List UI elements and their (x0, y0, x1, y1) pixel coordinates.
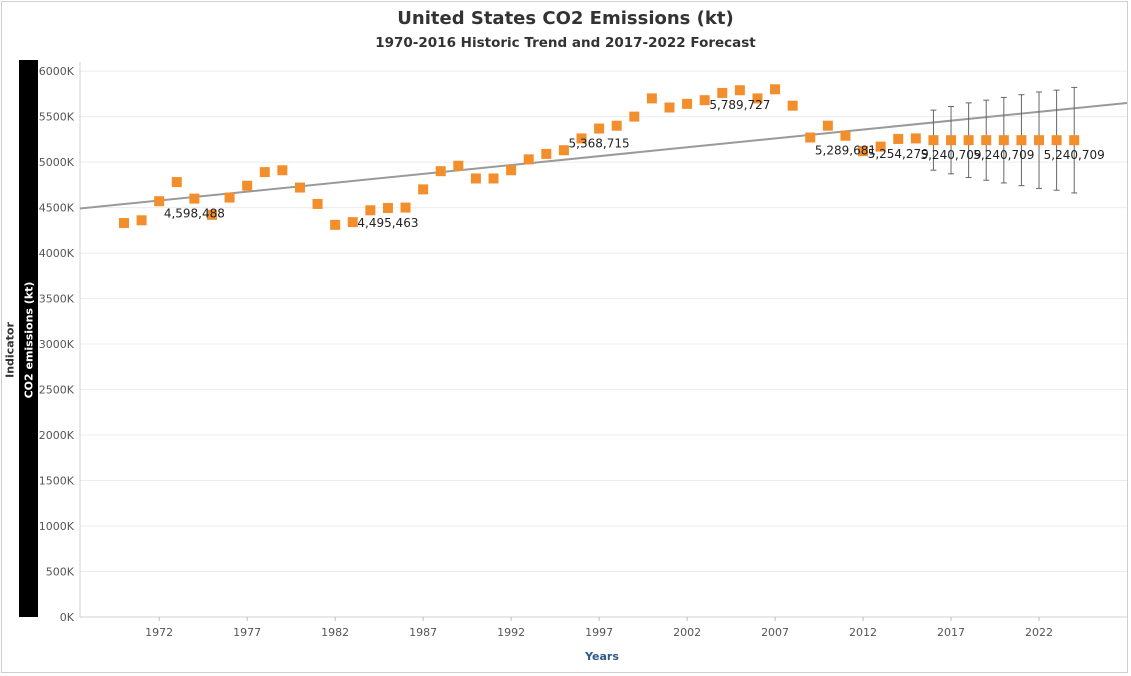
data-point (1034, 135, 1045, 146)
data-point (154, 196, 165, 207)
x-axis-title: Years (585, 650, 619, 663)
data-point (400, 202, 411, 213)
y-tick-label: 5500K (39, 111, 75, 124)
y-tick-label: 2000K (39, 429, 75, 442)
x-tick-label: 1972 (145, 626, 173, 639)
data-point (928, 135, 939, 146)
data-label: 5,289,681 (815, 144, 876, 158)
data-point (664, 102, 675, 113)
data-point (998, 135, 1009, 146)
data-point (734, 85, 745, 96)
data-point (541, 148, 552, 159)
y-tick-label: 2500K (39, 384, 75, 397)
x-tick-label: 2022 (1025, 626, 1053, 639)
x-tick-label: 2007 (761, 626, 789, 639)
data-point (787, 100, 798, 111)
data-point (594, 123, 605, 134)
data-point (294, 182, 305, 193)
data-point (875, 141, 886, 152)
chart-title: United States CO2 Emissions (kt) (397, 8, 734, 29)
data-point (963, 135, 974, 146)
data-point (365, 205, 376, 216)
y-tick-label: 3500K (39, 293, 75, 306)
data-point (506, 165, 517, 176)
y-tick-label: 1000K (39, 520, 75, 533)
x-tick-label: 1992 (497, 626, 525, 639)
y-tick-label: 4500K (39, 202, 75, 215)
data-point (1016, 135, 1027, 146)
y-tick-label: 4000K (39, 247, 75, 260)
data-point (981, 135, 992, 146)
data-point (752, 93, 763, 104)
data-label: 5,240,709 (920, 148, 981, 162)
data-point (822, 120, 833, 131)
data-point (699, 95, 710, 106)
data-point (171, 177, 182, 188)
data-point (347, 217, 358, 228)
data-point (118, 218, 129, 229)
trend-line (79, 101, 1128, 210)
data-point (189, 193, 200, 204)
x-tick-label: 2012 (849, 626, 877, 639)
data-point (717, 87, 728, 98)
data-point (893, 133, 904, 144)
x-tick-label: 1982 (321, 626, 349, 639)
data-point (382, 202, 393, 213)
data-point (435, 166, 446, 177)
y-tick-label: 3000K (39, 338, 75, 351)
y-tick-label: 1500K (39, 475, 75, 488)
data-point (523, 154, 534, 165)
data-point (611, 120, 622, 131)
x-tick-label: 2017 (937, 626, 965, 639)
y-tick-label: 6000K (39, 65, 75, 78)
data-label: 4,598,488 (164, 207, 225, 221)
data-point (629, 111, 640, 122)
y-tick-label: 500K (46, 566, 75, 579)
data-label: 5,240,709 (973, 148, 1034, 162)
data-point (136, 215, 147, 226)
data-point (453, 160, 464, 171)
data-point (418, 184, 429, 195)
data-point (277, 165, 288, 176)
data-point (1069, 135, 1080, 146)
x-tick-label: 1987 (409, 626, 437, 639)
data-point (224, 192, 235, 203)
data-point (312, 198, 323, 209)
data-point (1051, 135, 1062, 146)
data-label: 5,254,279 (868, 147, 929, 161)
data-point (488, 173, 499, 184)
x-tick-label: 1997 (585, 626, 613, 639)
data-point (840, 130, 851, 141)
x-tick-label: 2002 (673, 626, 701, 639)
data-point (259, 167, 270, 178)
data-point (805, 132, 816, 143)
x-tick-label: 1977 (233, 626, 261, 639)
data-point (576, 133, 587, 144)
data-point (646, 93, 657, 104)
data-point (330, 219, 341, 230)
data-label: 5,240,709 (1044, 148, 1105, 162)
data-point (558, 145, 569, 156)
data-point (946, 135, 957, 146)
data-point (682, 98, 693, 109)
data-point (242, 180, 253, 191)
data-point (910, 133, 921, 144)
data-label: 5,368,715 (569, 137, 630, 151)
data-label: 5,789,727 (709, 98, 770, 112)
y-tick-label: 0K (60, 611, 75, 624)
data-label: 4,495,463 (357, 216, 418, 230)
y-tick-label: 5000K (39, 156, 75, 169)
data-point (206, 209, 217, 220)
data-point (770, 84, 781, 95)
data-point (858, 146, 869, 157)
row-header: CO2 emissions (kt) (19, 60, 38, 617)
chart-subtitle: 1970-2016 Historic Trend and 2017-2022 F… (375, 35, 756, 51)
data-point (470, 173, 481, 184)
